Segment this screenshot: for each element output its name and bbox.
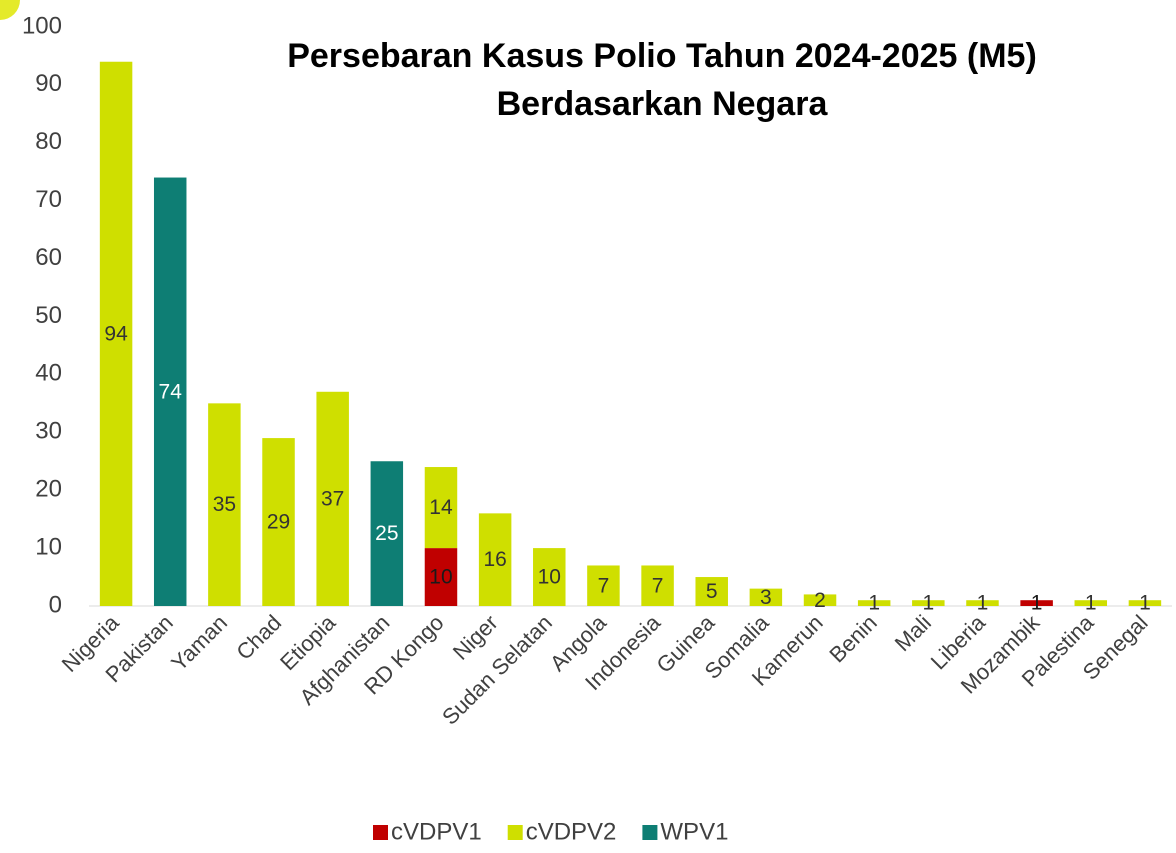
data-label: 10 [429, 566, 452, 589]
y-tick-label: 30 [35, 418, 62, 445]
bar [208, 403, 241, 606]
data-label: 1 [977, 592, 989, 615]
data-label: 10 [538, 566, 561, 589]
bar [695, 577, 728, 606]
y-tick-label: 80 [35, 128, 62, 155]
bar [587, 565, 620, 606]
data-label: 7 [598, 574, 610, 597]
bar [749, 588, 783, 606]
y-tick-label: 0 [49, 591, 62, 618]
bar [424, 548, 458, 606]
bar [912, 600, 945, 606]
bar [533, 548, 566, 606]
data-label: 3 [760, 586, 772, 609]
data-label: 94 [104, 322, 128, 345]
corner-decoration [0, 0, 20, 20]
y-tick-label: 90 [35, 70, 62, 97]
bar [1074, 600, 1108, 606]
data-label: 16 [483, 548, 506, 571]
bar [424, 467, 458, 549]
y-tick-label: 70 [35, 186, 62, 213]
data-label: 37 [321, 487, 344, 510]
y-tick-label: 40 [35, 360, 62, 387]
chart-title: Berdasarkan Negara [497, 85, 829, 123]
data-label: 29 [267, 511, 290, 534]
legend-label: cVDPV2 [526, 818, 617, 845]
data-label: 7 [652, 574, 664, 597]
y-tick-label: 60 [35, 244, 62, 271]
chart-title: Persebaran Kasus Polio Tahun 2024-2025 (… [287, 37, 1037, 75]
bar [370, 461, 404, 606]
data-label: 1 [1139, 592, 1151, 615]
bar [803, 594, 837, 606]
data-label: 2 [814, 589, 826, 612]
bar [857, 600, 891, 606]
data-label: 35 [213, 493, 236, 516]
legend-label: cVDPV1 [391, 818, 482, 845]
x-tick-label: Yaman [166, 610, 232, 676]
legend-label: WPV1 [660, 818, 728, 845]
bar [478, 513, 512, 606]
bar [641, 565, 674, 606]
legend-swatch [507, 825, 523, 840]
bar [966, 600, 999, 606]
data-label: 1 [922, 592, 934, 615]
x-tick-label: Mali [890, 610, 936, 656]
data-label: 1 [868, 592, 880, 615]
bar [316, 391, 349, 606]
data-label: 1 [1085, 592, 1097, 615]
bar [99, 61, 133, 607]
data-label: 14 [429, 496, 453, 519]
bar [1128, 600, 1162, 606]
legend-swatch [642, 825, 658, 840]
y-tick-label: 10 [35, 533, 62, 560]
data-label: 1 [1031, 592, 1043, 615]
y-tick-label: 20 [35, 476, 62, 503]
bar [1020, 600, 1053, 606]
y-tick-label: 50 [35, 302, 62, 329]
y-tick-label: 100 [22, 12, 62, 39]
data-label: 25 [375, 522, 398, 545]
data-label: 74 [159, 380, 183, 403]
bar [262, 438, 295, 606]
bar [153, 177, 187, 607]
data-label: 5 [706, 580, 718, 603]
legend-swatch [373, 825, 388, 840]
x-tick-label: Benin [824, 610, 881, 667]
